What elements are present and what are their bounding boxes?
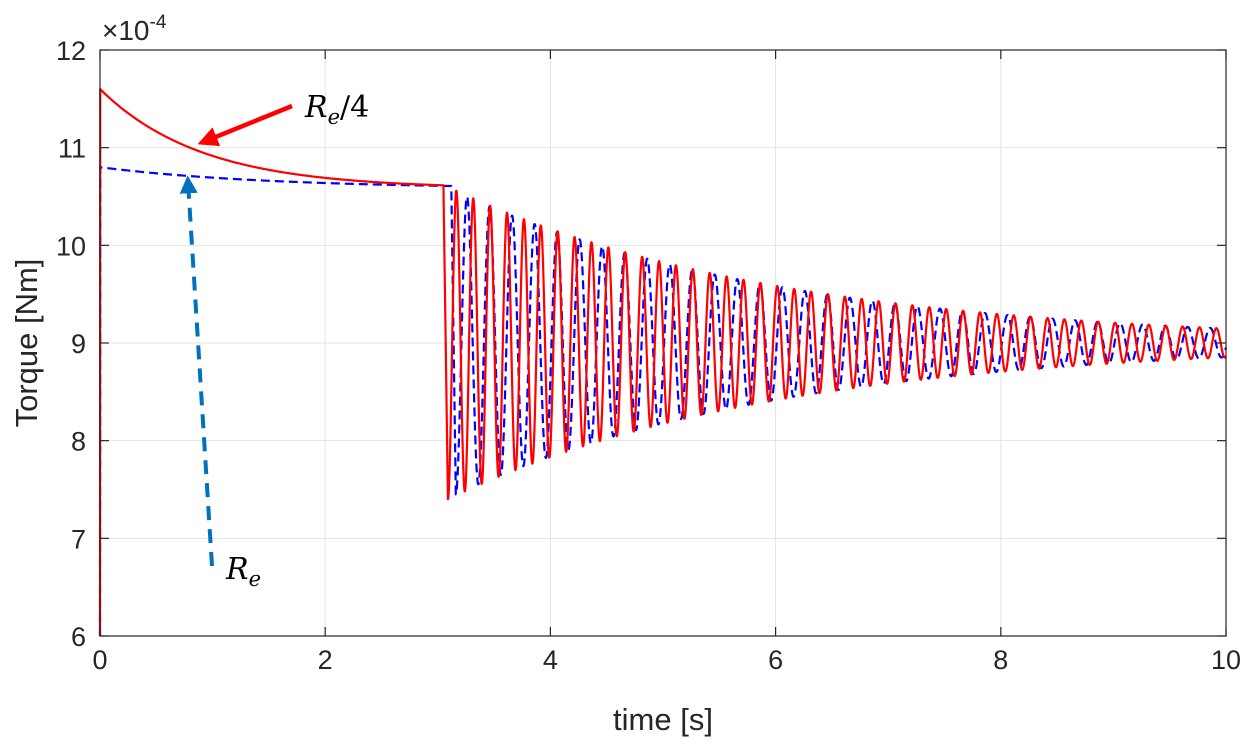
y-multiplier: ×10-4 (102, 12, 167, 46)
series-layer (98, 87, 1228, 637)
series-line-re-over-4 (98, 87, 1227, 637)
y-tick-label: 9 (71, 329, 86, 359)
y-tick-label: 6 (71, 622, 86, 652)
y-tick-label: 10 (56, 231, 86, 261)
annotation-label-re: Re (225, 552, 261, 591)
y-multiplier-base: ×10 (102, 15, 150, 46)
x-tick-label: 8 (993, 645, 1008, 675)
x-tick-label: 2 (318, 645, 333, 675)
x-tick-label: 6 (768, 645, 783, 675)
annotations: Re/4 Re (179, 90, 369, 591)
x-tick-label: 4 (543, 645, 558, 675)
y-tick-label: 8 (71, 427, 86, 457)
series-line-re (98, 166, 1228, 637)
x-axis-label: time [s] (613, 702, 713, 737)
annotation-arrow-re (179, 175, 214, 567)
y-tick-label: 11 (58, 134, 86, 164)
x-tick-label: 10 (1211, 645, 1241, 675)
y-axis-label: Torque [Nm] (9, 259, 44, 428)
x-tick-label: 0 (92, 645, 107, 675)
annotation-arrow-re-over-4 (197, 103, 293, 147)
annotation-label-re-over-4: Re/4 (304, 90, 369, 129)
y-tick-label: 7 (71, 524, 86, 554)
y-multiplier-exponent: -4 (150, 12, 167, 33)
axis-ticks: 0 2 4 6 8 10 6 7 8 9 10 11 12 (56, 36, 1241, 675)
y-tick-label: 12 (56, 36, 86, 66)
